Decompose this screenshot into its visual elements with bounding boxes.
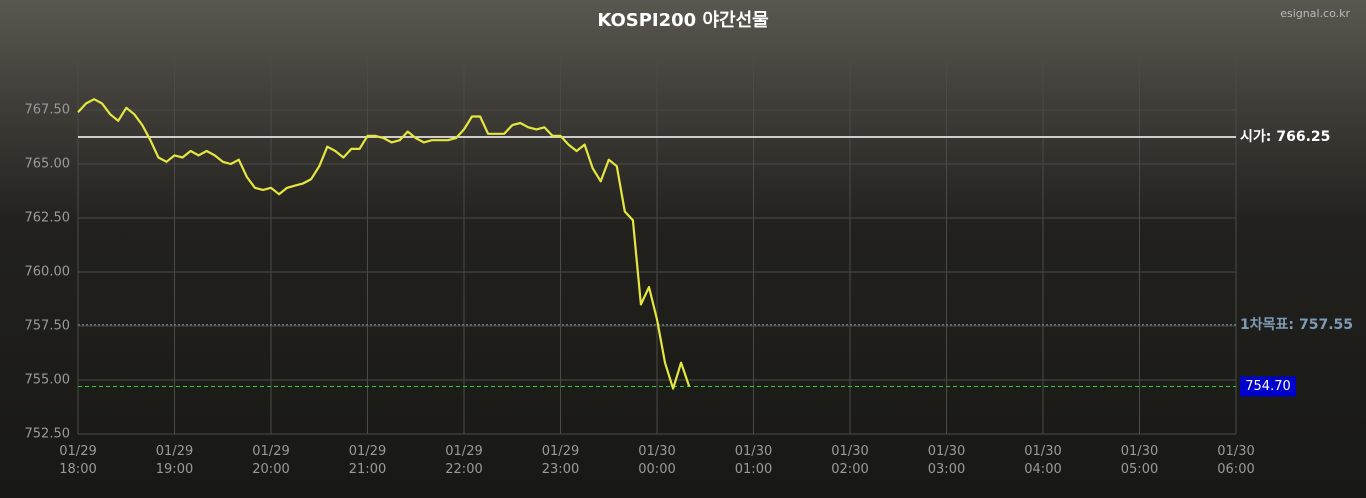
x-tick-label: 01/29 22:00 [445, 444, 483, 477]
y-tick-label: 762.50 [25, 211, 71, 226]
current-value-label: 754.70 [1245, 379, 1291, 394]
y-tick-label: 760.00 [25, 265, 71, 280]
x-tick-label: 01/30 06:00 [1217, 444, 1255, 477]
x-tick-label: 01/30 03:00 [927, 444, 966, 477]
current-value-box [1240, 376, 1296, 397]
watermark: esignal.co.kr [1280, 7, 1350, 20]
reference-value: 766.25 [1276, 129, 1330, 145]
chart-title: KOSPI200 야간선물 [597, 10, 768, 31]
x-tick-label: 01/29 20:00 [252, 444, 290, 477]
y-tick-label: 755.00 [25, 373, 71, 388]
x-tick-label: 01/30 01:00 [734, 444, 773, 477]
x-tick-label: 01/30 04:00 [1024, 444, 1062, 477]
reference-name: 1차목표: [1240, 317, 1294, 333]
reference-label: 1차목표: 757.55 [1240, 317, 1353, 333]
x-tick-label: 01/30 02:00 [831, 444, 869, 477]
x-tick-label: 01/29 18:00 [59, 444, 97, 477]
reference-name: 시가: [1240, 129, 1271, 145]
x-tick-label: 01/29 21:00 [348, 444, 387, 477]
y-tick-label: 757.50 [25, 319, 71, 334]
y-tick-label: 752.50 [25, 427, 71, 442]
y-tick-label: 765.00 [25, 157, 71, 172]
reference-value: 757.55 [1299, 317, 1353, 333]
price-line [77, 98, 691, 390]
x-tick-label: 01/29 19:00 [155, 444, 194, 477]
y-tick-label: 767.50 [25, 103, 71, 118]
x-tick-label: 01/30 00:00 [638, 444, 676, 477]
x-tick-label: 01/29 23:00 [541, 444, 580, 477]
x-tick-label: 01/30 05:00 [1120, 444, 1159, 477]
reference-label: 시가: 766.25 [1240, 129, 1330, 145]
